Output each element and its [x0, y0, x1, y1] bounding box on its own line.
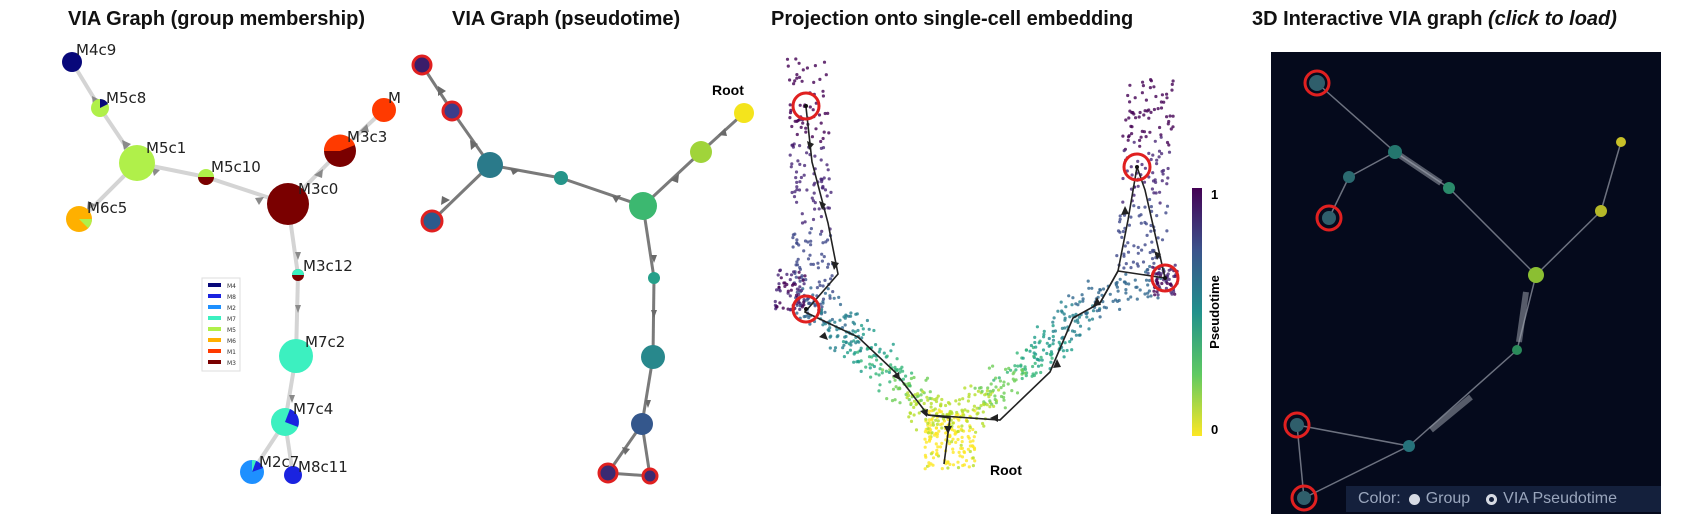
pt-node-9 — [641, 345, 665, 369]
legend-label-m5: M5 — [227, 327, 236, 334]
pseudotime-colorbar — [1192, 188, 1202, 436]
legend-swatch-m4 — [208, 283, 221, 287]
panel-title-group-membership: VIA Graph (group membership) — [68, 8, 366, 30]
embedding-cells — [773, 57, 1179, 471]
label-m3c0: M3c0 — [298, 180, 338, 198]
node-m1-partial[interactable] — [372, 98, 396, 122]
panel-title-3d-graph[interactable]: 3D Interactive VIA graph (click to load) — [1252, 8, 1617, 31]
legend-label-m7: M7 — [227, 316, 236, 323]
legend-swatch-m8 — [208, 294, 221, 298]
embedding-root-label: Root — [990, 462, 1022, 478]
pseudotime-arrows — [438, 86, 727, 455]
embedding-terminal-markers — [791, 91, 1180, 324]
group-legend: M4 M8 M2 M7 M5 M6 M1 M3 — [201, 277, 241, 372]
node-m7c2[interactable] — [279, 339, 313, 373]
label-m7c4: M7c4 — [293, 400, 333, 418]
3d-color-selector: Color: Group VIA Pseudotime — [1346, 486, 1661, 512]
node-m3c0[interactable] — [267, 183, 309, 225]
colorbar-label: Pseudotime — [1207, 275, 1222, 349]
legend-label-m3: M3 — [227, 360, 236, 367]
group-membership-graph: M4c9 M5c8 M5c1 M5c10 M6c5 M3c0 M3c3 M M3… — [62, 41, 401, 484]
pt-node-6 — [629, 192, 657, 220]
legend-label-m2: M2 — [227, 305, 236, 312]
legend-swatch-m6 — [208, 338, 221, 342]
pseudotime-nodes — [411, 54, 754, 485]
colorbar-min-tick: 0 — [1211, 422, 1218, 437]
3d-edges — [1296, 82, 1622, 499]
label-m3c3: M3c3 — [347, 128, 387, 146]
node-m5c1[interactable] — [119, 145, 155, 181]
3d-nodes — [1290, 75, 1626, 505]
label-m5c1: M5c1 — [146, 139, 186, 157]
3d-viewer[interactable] — [1271, 52, 1661, 514]
label-m6c5: M6c5 — [87, 199, 127, 217]
legend-label-m6: M6 — [227, 338, 236, 345]
legend-swatch-m2 — [208, 305, 221, 309]
label-m5c8: M5c8 — [106, 89, 146, 107]
panel-title-pseudotime: VIA Graph (pseudotime) — [452, 8, 681, 30]
title-3d-main: 3D Interactive VIA graph — [1252, 8, 1488, 30]
color-option-via-pseudotime-label: VIA Pseudotime — [1503, 490, 1617, 507]
embedding-trajectory — [804, 106, 1166, 465]
legend-label-m8: M8 — [227, 294, 236, 301]
pseudotime-edges — [420, 64, 746, 478]
label-m5c10: M5c10 — [211, 158, 261, 176]
pt-node-2 — [441, 100, 463, 122]
pt-node-5 — [554, 171, 568, 185]
label-m-partial: M — [388, 89, 401, 107]
label-m2c7: M2c7 — [259, 453, 299, 471]
legend-label-m1: M1 — [227, 349, 236, 356]
legend-swatch-m7 — [208, 316, 221, 320]
node-m8c11[interactable] — [284, 466, 302, 484]
panel-title-projection: Projection onto single-cell embedding — [771, 8, 1134, 30]
group-nodes — [62, 52, 396, 484]
color-selector-label: Color: — [1358, 490, 1401, 507]
label-m8c11: M8c11 — [298, 458, 348, 476]
embedding-terminal-centers — [804, 104, 1167, 311]
node-m4c9[interactable] — [62, 52, 82, 72]
color-option-group-label: Group — [1425, 490, 1471, 507]
pt-node-3 — [477, 152, 503, 178]
3d-graph-render — [1283, 69, 1626, 512]
title-3d-click-hint[interactable]: (click to load) — [1488, 8, 1617, 30]
radio-group-icon[interactable] — [1408, 493, 1420, 505]
pt-node-10 — [631, 413, 653, 435]
label-m7c2: M7c2 — [305, 333, 345, 351]
color-option-via-pseudotime[interactable]: VIA Pseudotime — [1486, 490, 1617, 508]
legend-label-m4: M4 — [227, 283, 236, 290]
3d-terminal-markers — [1283, 69, 1343, 512]
label-m3c12: M3c12 — [303, 257, 353, 275]
3d-thick-edges — [1393, 149, 1529, 433]
radio-via-pseudotime-icon[interactable] — [1486, 493, 1498, 505]
pseudotime-root-label: Root — [712, 82, 744, 98]
embedding-trajectory-arrows — [807, 141, 1161, 434]
color-option-group[interactable]: Group — [1408, 490, 1471, 508]
pt-node-12 — [641, 467, 659, 485]
legend-swatch-m1 — [208, 349, 221, 353]
legend-swatch-m5 — [208, 327, 221, 331]
colorbar-max-tick: 1 — [1211, 187, 1218, 202]
pt-node-7 — [690, 141, 712, 163]
label-m4c9: M4c9 — [76, 41, 116, 59]
pt-node-8 — [648, 272, 660, 284]
group-node-labels: M4c9 M5c8 M5c1 M5c10 M6c5 M3c0 M3c3 M M3… — [76, 41, 401, 476]
pt-node-root — [734, 103, 754, 123]
pt-node-11 — [597, 462, 619, 484]
legend-swatch-m3 — [208, 360, 221, 364]
